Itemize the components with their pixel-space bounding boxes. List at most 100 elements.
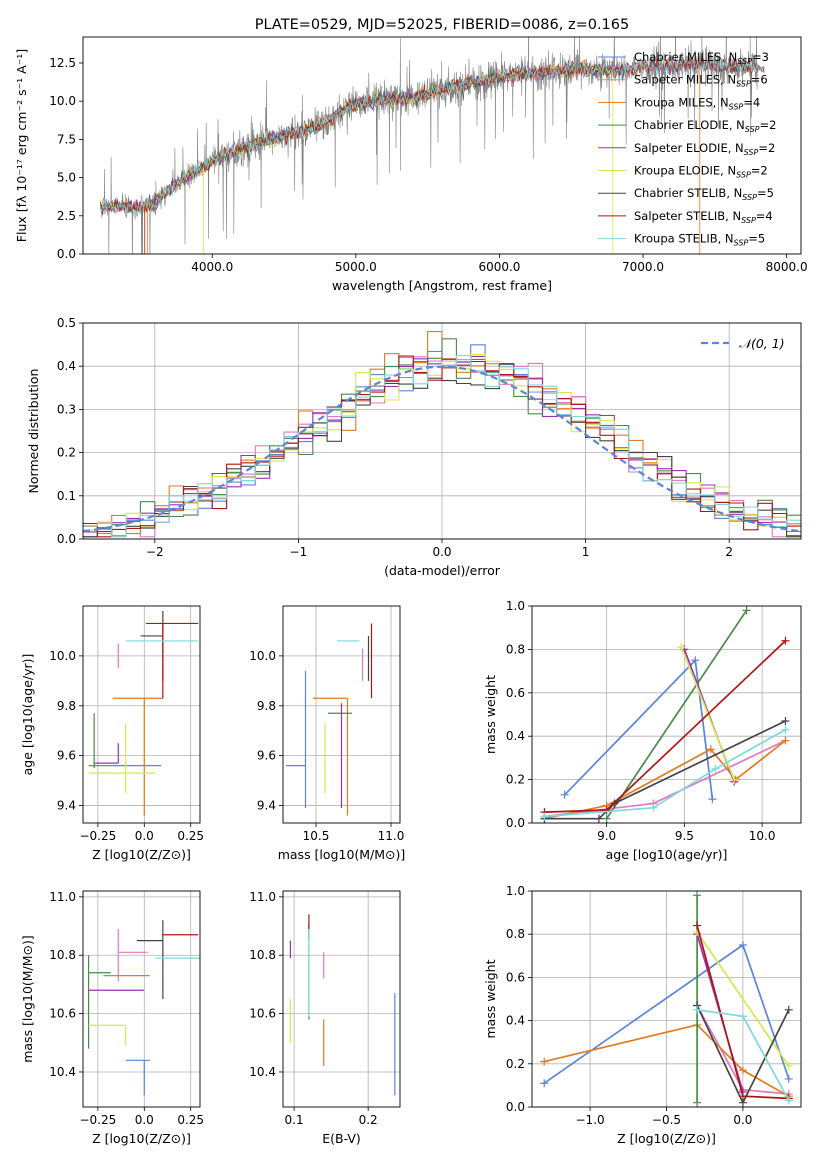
y-tick-label: 2.5	[57, 209, 76, 223]
weight-line-8	[544, 640, 787, 813]
axes-frame	[282, 605, 401, 824]
plot-area	[289, 914, 396, 1096]
x-tick-label: 2	[725, 545, 733, 559]
x-tick-label: 0.2	[359, 1113, 378, 1127]
spectrum-legend: Chabrier MILES, NSSP=3 Salpeter MILES, NS…	[598, 50, 776, 248]
y-axis-label: Flux [fλ 10⁻¹⁷ erg cm⁻² s⁻¹ A⁻¹]	[14, 49, 29, 242]
legend-label: Salpeter STELIB, NSSP=4	[634, 209, 773, 225]
weight-marker	[738, 1012, 747, 1021]
panel-residuals: −2 −1 0.0 1 2 0.0 0.1 0.2 0.3 0.4 0.5 (data-model)/…	[26, 316, 802, 578]
x-tick-label: 0.0	[135, 1113, 154, 1127]
y-tick-label: 0.2	[506, 1057, 525, 1071]
legend-value: =2	[758, 141, 775, 155]
y-axis-label: Normed distribution	[26, 369, 41, 494]
weight-marker	[540, 812, 549, 821]
y-tick-label: 10.0	[49, 94, 76, 108]
y-tick-label: 9.6	[257, 749, 276, 763]
y-tick-label: 0.0	[57, 532, 76, 546]
legend-subscript: SSP	[737, 57, 752, 66]
weight-marker	[784, 1096, 793, 1105]
x-axis-label: E(B-V)	[322, 1131, 361, 1146]
axes-frame	[82, 36, 802, 255]
y-tick-label: 0.0	[506, 816, 525, 830]
weight-marker	[781, 717, 790, 726]
x-tick-label: 1	[582, 545, 590, 559]
x-axis-label: Z [log10(Z/Z⊙)]	[92, 847, 191, 862]
legend-subscript: SSP	[744, 148, 759, 157]
legend-subscript: SSP	[736, 80, 751, 89]
weight-marker	[781, 725, 790, 734]
y-tick-label: 10.8	[49, 948, 76, 962]
x-tick-label: −2	[146, 545, 164, 559]
y-tick-label: 10.6	[249, 1007, 276, 1021]
legend-text: Chabrier ELODIE, N	[634, 118, 745, 132]
panel-weight_vs_Z: −1.0 −0.5 0.0 0.0 0.2 0.4 0.6 0.8 1.0 Z [log10(Z/…	[483, 884, 802, 1146]
legend-text: Kroupa MILES, N	[634, 95, 729, 109]
y-tick-label: 1.0	[506, 599, 525, 613]
weight-line-3	[544, 1023, 790, 1097]
plot-area	[87, 920, 200, 1096]
x-tick-label: 5000.0	[335, 260, 377, 274]
y-tick-label: 11.0	[249, 890, 276, 904]
legend-value: =6	[751, 73, 768, 87]
axes-frame	[82, 890, 201, 1108]
y-tick-label: 0.8	[506, 927, 525, 941]
plot-area	[88, 610, 199, 816]
y-tick-label: 12.5	[49, 56, 76, 70]
panel-age_vs_Z: −0.25 0.0 0.25 9.4 9.6 9.8 10.0 Z [log10(Z/Z⊙)]…	[20, 605, 204, 862]
x-tick-label: −1	[290, 545, 308, 559]
y-axis-label: mass weight	[483, 959, 498, 1038]
weight-marker	[781, 636, 790, 645]
figure-title: PLATE=0529, MJD=52025, FIBERID=0086, z=0…	[255, 17, 629, 33]
y-tick-label: 0.4	[57, 359, 76, 373]
legend-value: =2	[751, 164, 768, 178]
plot-area	[99, 37, 765, 254]
legend-text: Chabrier STELIB, N	[634, 186, 742, 200]
y-tick-label: 0.2	[57, 446, 76, 460]
model-line-7	[100, 56, 765, 214]
y-tick-label: 0.3	[57, 402, 76, 416]
legend-label: Salpeter MILES, NSSP=6	[634, 73, 768, 89]
y-tick-label: 10.4	[49, 1065, 76, 1079]
x-tick-label: 0.0	[733, 1113, 752, 1127]
x-tick-label: 4000.0	[191, 260, 233, 274]
y-tick-label: 10.4	[249, 1065, 276, 1079]
x-tick-label: 8000.0	[766, 260, 808, 274]
y-axis-label: mass [log10(M/M⊙)]	[20, 935, 35, 1063]
y-tick-label: 0.2	[506, 773, 525, 787]
y-axis-label: mass weight	[483, 675, 498, 754]
legend-value: =5	[748, 232, 765, 246]
legend-subscript: SSP	[741, 216, 756, 225]
legend-subscript: SSP	[742, 193, 757, 202]
plot-area	[540, 891, 793, 1107]
legend-label: Kroupa MILES, NSSP=4	[634, 95, 760, 111]
y-tick-label: 0.6	[506, 970, 525, 984]
legend-subscript: SSP	[734, 239, 749, 248]
weight-marker	[693, 1098, 702, 1107]
weight-marker	[693, 921, 702, 930]
y-tick-label: 0.0	[506, 1100, 525, 1114]
x-tick-label: 0.25	[177, 829, 204, 843]
weight-marker	[706, 745, 715, 754]
legend-subscript: SSP	[736, 171, 751, 180]
legend-normal-label: 𝒩(0, 1)	[739, 336, 785, 351]
legend-text: Kroupa ELODIE, N	[634, 164, 736, 178]
x-tick-label: 6000.0	[478, 260, 520, 274]
axes-frame	[282, 890, 401, 1108]
x-tick-label: 9.0	[597, 829, 616, 843]
x-tick-label: −1.0	[576, 1113, 605, 1127]
x-axis-label: age [log10(age/yr)]	[606, 847, 728, 862]
legend-label: Kroupa ELODIE, NSSP=2	[634, 164, 768, 180]
y-tick-label: 5.0	[57, 171, 76, 185]
y-tick-label: 9.4	[257, 799, 276, 813]
panel-age_vs_mass: 10.5 11.0 9.4 9.6 9.8 10.0 mass [log10(M/M⊙)]	[249, 605, 405, 862]
weight-marker	[784, 1061, 793, 1070]
legend-text: Salpeter STELIB, N	[634, 209, 741, 223]
y-tick-label: 9.8	[57, 699, 76, 713]
y-tick-label: 1.0	[506, 884, 525, 898]
legend-label: Chabrier MILES, NSSP=3	[634, 50, 769, 66]
weight-marker	[738, 941, 747, 949]
x-axis-label: wavelength [Angstrom, rest frame]	[332, 278, 552, 293]
axes-frame	[82, 605, 201, 824]
weight-marker	[594, 814, 603, 823]
